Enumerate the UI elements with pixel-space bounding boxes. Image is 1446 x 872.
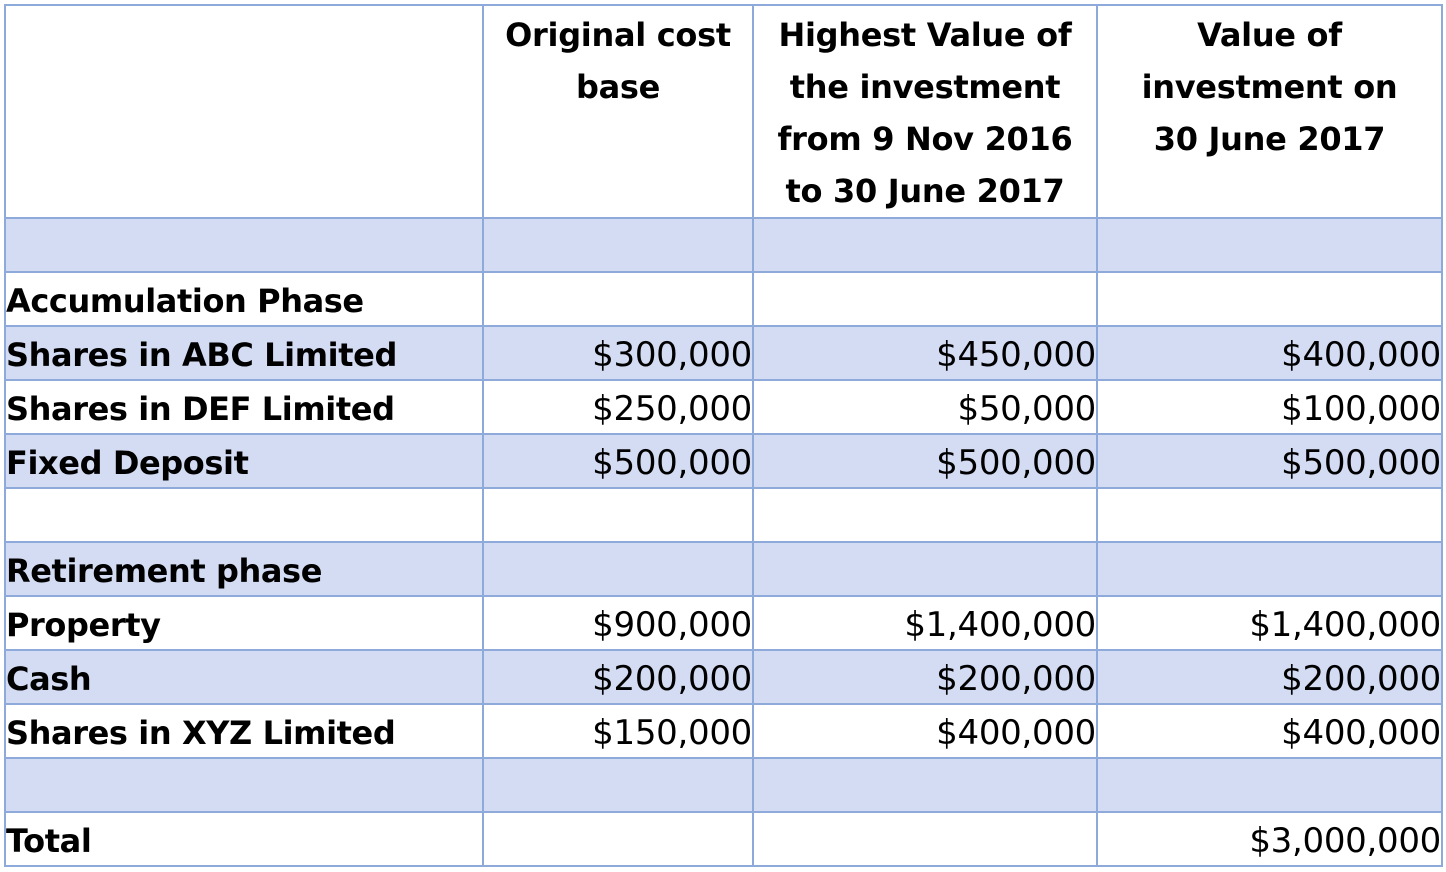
cost-cell: $500,000 xyxy=(482,433,754,489)
cost-cell xyxy=(482,487,754,543)
row-label: Property xyxy=(4,595,484,651)
cost-cell: $150,000 xyxy=(482,703,754,759)
table-row: Shares in DEF Limited $250,000 $50,000 $… xyxy=(4,379,1443,435)
value-cell: $1,400,000 xyxy=(1096,595,1443,651)
table-row xyxy=(4,487,1443,543)
header-line: 30 June 2017 xyxy=(1153,120,1386,158)
section-label-retirement: Retirement phase xyxy=(4,541,484,597)
header-line: Highest Value of xyxy=(778,16,1072,54)
row-label xyxy=(4,487,484,543)
investment-table: Original cost base Highest Value of the … xyxy=(4,4,1443,867)
cost-cell: $200,000 xyxy=(482,649,754,705)
header-original-cost: Original cost base xyxy=(482,4,754,219)
table-row: Cash $200,000 $200,000 $200,000 xyxy=(4,649,1443,705)
row-label xyxy=(4,217,484,273)
table-row: Retirement phase xyxy=(4,541,1443,597)
total-label: Total xyxy=(4,811,484,867)
header-row: Original cost base Highest Value of the … xyxy=(4,4,1443,219)
cost-cell: $900,000 xyxy=(482,595,754,651)
header-line: base xyxy=(575,68,661,106)
value-cell: $400,000 xyxy=(1096,703,1443,759)
table-row xyxy=(4,217,1443,273)
row-label: Fixed Deposit xyxy=(4,433,484,489)
value-cell: $200,000 xyxy=(1096,649,1443,705)
header-line: Value of xyxy=(1197,16,1342,54)
header-line: to 30 June 2017 xyxy=(785,172,1065,210)
table-row: Fixed Deposit $500,000 $500,000 $500,000 xyxy=(4,433,1443,489)
header-value-30-june: Value of investment on 30 June 2017 xyxy=(1096,4,1443,219)
cost-cell xyxy=(482,757,754,813)
highest-cell: $50,000 xyxy=(752,379,1098,435)
header-line: from 9 Nov 2016 xyxy=(777,120,1073,158)
value-cell xyxy=(1096,541,1443,597)
cost-cell xyxy=(482,217,754,273)
table-row: Shares in XYZ Limited $150,000 $400,000 … xyxy=(4,703,1443,759)
value-cell: $100,000 xyxy=(1096,379,1443,435)
header-empty-cell xyxy=(4,4,484,219)
value-cell: $500,000 xyxy=(1096,433,1443,489)
header-highest-value: Highest Value of the investment from 9 N… xyxy=(752,4,1098,219)
row-label xyxy=(4,757,484,813)
highest-cell xyxy=(752,217,1098,273)
header-line: the investment xyxy=(789,68,1061,106)
highest-cell: $450,000 xyxy=(752,325,1098,381)
cost-cell xyxy=(482,541,754,597)
total-value-cell: $3,000,000 xyxy=(1096,811,1443,867)
highest-cell: $500,000 xyxy=(752,433,1098,489)
cost-cell: $300,000 xyxy=(482,325,754,381)
highest-cell xyxy=(752,271,1098,327)
cost-cell xyxy=(482,271,754,327)
row-label: Shares in XYZ Limited xyxy=(4,703,484,759)
value-cell xyxy=(1096,217,1443,273)
highest-cell xyxy=(752,487,1098,543)
row-label: Shares in ABC Limited xyxy=(4,325,484,381)
header-line: investment on xyxy=(1141,68,1398,106)
highest-cell: $200,000 xyxy=(752,649,1098,705)
highest-cell xyxy=(752,541,1098,597)
value-cell xyxy=(1096,271,1443,327)
table-row: Property $900,000 $1,400,000 $1,400,000 xyxy=(4,595,1443,651)
table-row xyxy=(4,757,1443,813)
header-line: Original cost xyxy=(505,16,731,54)
highest-cell: $400,000 xyxy=(752,703,1098,759)
row-label: Shares in DEF Limited xyxy=(4,379,484,435)
highest-cell xyxy=(752,757,1098,813)
table-row: Accumulation Phase xyxy=(4,271,1443,327)
section-label-accumulation: Accumulation Phase xyxy=(4,271,484,327)
table-row: Shares in ABC Limited $300,000 $450,000 … xyxy=(4,325,1443,381)
value-cell xyxy=(1096,757,1443,813)
cost-cell: $250,000 xyxy=(482,379,754,435)
value-cell xyxy=(1096,487,1443,543)
highest-cell xyxy=(752,811,1098,867)
total-row: Total $3,000,000 xyxy=(4,811,1443,867)
value-cell: $400,000 xyxy=(1096,325,1443,381)
row-label: Cash xyxy=(4,649,484,705)
cost-cell xyxy=(482,811,754,867)
highest-cell: $1,400,000 xyxy=(752,595,1098,651)
